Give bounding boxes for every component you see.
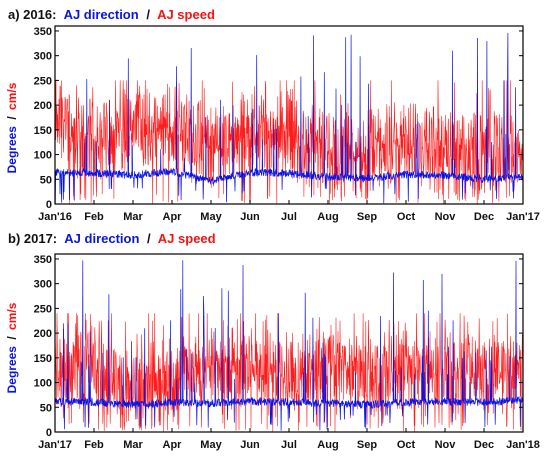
y-ticks: 0 50 100 150 200 250 300 350 [34,254,523,439]
ylabel-degrees: Degrees [5,126,19,174]
x-tick-label: Jun [240,211,260,223]
y-tick-label: 50 [40,174,52,186]
x-tick-label: May [200,211,222,223]
panel-title: b) 2017: AJ direction / AJ speed [8,231,216,246]
y-ticks: 0 50 100 150 200 250 300 350 [34,26,523,211]
title-prefix: a) 2016: [8,7,56,22]
panel-2016: a) 2016: AJ direction / AJ speed Degrees… [5,7,540,223]
x-tick-label: Sep [357,211,377,223]
y-tick-label: 150 [34,353,52,365]
title-direction: AJ direction [64,231,139,246]
x-tick-label: Jan'17 [506,211,540,223]
title-speed: AJ speed [157,7,215,22]
panel-title: a) 2016: AJ direction / AJ speed [8,7,215,22]
x-tick-label: Aug [317,439,338,451]
ylabel-separator: / [5,116,19,120]
x-tick-label: Jan'18 [506,439,540,451]
x-tick-label: Jul [281,211,297,223]
y-tick-label: 300 [34,51,52,63]
x-tick-label: Apr [163,439,183,451]
series-line-aj-speed [54,313,524,433]
ylabel-cms: cm/s [5,302,19,330]
x-tick-label: Aug [317,211,338,223]
title-direction: AJ direction [64,7,139,22]
y-tick-label: 350 [34,26,52,38]
y-tick-label: 50 [40,402,52,414]
y-tick-label: 0 [46,427,52,439]
title-speed: AJ speed [158,231,216,246]
x-tick-label: Mar [123,439,143,451]
y-tick-label: 100 [34,378,52,390]
x-tick-label: Nov [435,439,457,451]
title-prefix: b) 2017: [8,231,57,246]
title-separator: / [146,7,150,22]
ylabel-separator: / [5,336,19,340]
x-tick-label: Jul [281,439,297,451]
x-tick-label: Jan'17 [38,439,72,451]
series-line-aj-speed [54,80,524,204]
y-tick-label: 200 [34,100,52,112]
y-tick-label: 300 [34,279,52,291]
y-tick-label: 200 [34,328,52,340]
title-separator: / [147,231,151,246]
x-tick-label: Feb [84,211,104,223]
y-tick-label: 100 [34,150,52,162]
x-tick-label: Nov [435,211,457,223]
y-tick-label: 350 [34,254,52,266]
plot-area [54,32,524,204]
y-axis-label: Degrees / cm/s [5,302,19,393]
x-tick-label: Mar [123,211,143,223]
ylabel-cms: cm/s [5,82,19,110]
x-ticks: Jan'16 Feb Mar Apr May Jun Jul Aug Sep Oct Nov Dec J… [38,200,540,223]
y-tick-label: 250 [34,75,52,87]
x-tick-label: Dec [474,211,494,223]
y-tick-label: 250 [34,303,52,315]
x-ticks: Jan'17 Feb Mar Apr May Jun Jul Aug Sep Oct Nov Dec J… [38,428,540,451]
series-line-aj-direction [54,32,524,204]
x-tick-label: Feb [84,439,104,451]
x-tick-label: Oct [397,439,416,451]
series-line-aj-direction [54,260,524,431]
x-tick-label: Apr [163,211,183,223]
panel-2017: b) 2017: AJ direction / AJ speed Degrees… [5,231,540,451]
x-tick-label: May [200,439,222,451]
plot-area [54,260,524,433]
x-tick-label: Oct [397,211,416,223]
y-axis-label: Degrees / cm/s [5,82,19,173]
x-tick-label: Jun [240,439,260,451]
x-tick-label: Jan'16 [38,211,72,223]
x-tick-label: Sep [357,439,377,451]
ylabel-degrees: Degrees [5,346,19,394]
y-tick-label: 150 [34,125,52,137]
x-tick-label: Dec [474,439,494,451]
y-tick-label: 0 [46,199,52,211]
